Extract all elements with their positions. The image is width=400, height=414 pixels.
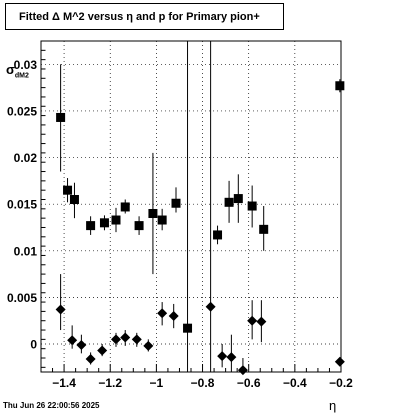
data-point-diamond xyxy=(247,315,258,326)
x-tick-label: −0.2 xyxy=(329,376,353,390)
y-tick-label: 0.02 xyxy=(14,151,38,165)
data-point-diamond xyxy=(97,345,108,356)
data-point-square xyxy=(247,201,257,211)
data-point-square xyxy=(171,198,181,208)
y-tick-label: 0.005 xyxy=(7,291,37,305)
data-point-diamond xyxy=(157,308,168,319)
x-tick-label: −0.6 xyxy=(237,376,261,390)
data-point-diamond xyxy=(334,356,345,367)
data-point-square xyxy=(99,218,109,228)
data-point-diamond xyxy=(168,311,179,322)
y-tick-label: 0.03 xyxy=(14,58,38,72)
y-axis-symbol: σ xyxy=(6,62,15,77)
data-point-diamond xyxy=(131,334,142,345)
x-tick-label: −0.8 xyxy=(191,376,215,390)
data-point-diamond xyxy=(111,334,121,345)
data-point-diamond xyxy=(205,301,216,312)
data-point-square xyxy=(63,185,73,195)
x-axis-label: η xyxy=(329,398,337,413)
data-point-diamond xyxy=(67,335,78,346)
data-point-diamond xyxy=(85,353,96,364)
x-tick-label: −1.2 xyxy=(98,376,122,390)
y-tick-label: 0.025 xyxy=(7,104,37,118)
y-axis-subscript: dM2 xyxy=(14,72,29,80)
data-point-square xyxy=(111,215,121,225)
data-markers xyxy=(55,81,345,376)
y-tick-label: 0 xyxy=(30,338,37,352)
plot-title-box: Fitted Δ M^2 versus η and p for Primary … xyxy=(5,3,284,30)
axes: −1.4 −1.2 −1 −0.8 −0.6 −0.4 −0.2 0 0.005 0.01 0.01… xyxy=(7,40,353,390)
data-point-square xyxy=(134,221,144,231)
data-point-square xyxy=(183,323,193,333)
y-tick-label: 0.015 xyxy=(7,198,37,212)
data-point-diamond xyxy=(256,316,267,327)
data-point-diamond xyxy=(217,351,228,362)
data-point-square xyxy=(56,112,66,122)
x-tick-label: −1 xyxy=(150,376,164,390)
timestamp: Thu Jun 26 22:00:56 2025 xyxy=(3,401,100,410)
data-point-square xyxy=(224,197,234,207)
data-point-square xyxy=(148,208,158,218)
data-point-diamond xyxy=(55,304,66,315)
plot-title: Fitted Δ M^2 versus η and p for Primary … xyxy=(19,11,260,23)
data-point-square xyxy=(233,194,243,204)
data-point-square xyxy=(120,202,130,212)
data-point-square xyxy=(86,221,96,231)
plot-frame xyxy=(40,40,342,373)
x-tick-label: −1.4 xyxy=(52,376,76,390)
data-point-diamond xyxy=(143,340,154,351)
y-axis-label: σdM2 xyxy=(6,62,29,80)
data-point-square xyxy=(213,230,223,240)
data-point-square xyxy=(157,215,167,225)
data-point-diamond xyxy=(237,365,248,376)
data-point-square xyxy=(335,81,345,91)
x-tick-label: −0.4 xyxy=(283,376,307,390)
y-tick-label: 0.01 xyxy=(14,244,38,258)
data-point-diamond xyxy=(120,332,131,343)
data-point-diamond xyxy=(226,352,237,363)
data-point-square xyxy=(69,195,79,205)
data-point-diamond xyxy=(76,339,87,350)
data-point-square xyxy=(259,224,269,234)
